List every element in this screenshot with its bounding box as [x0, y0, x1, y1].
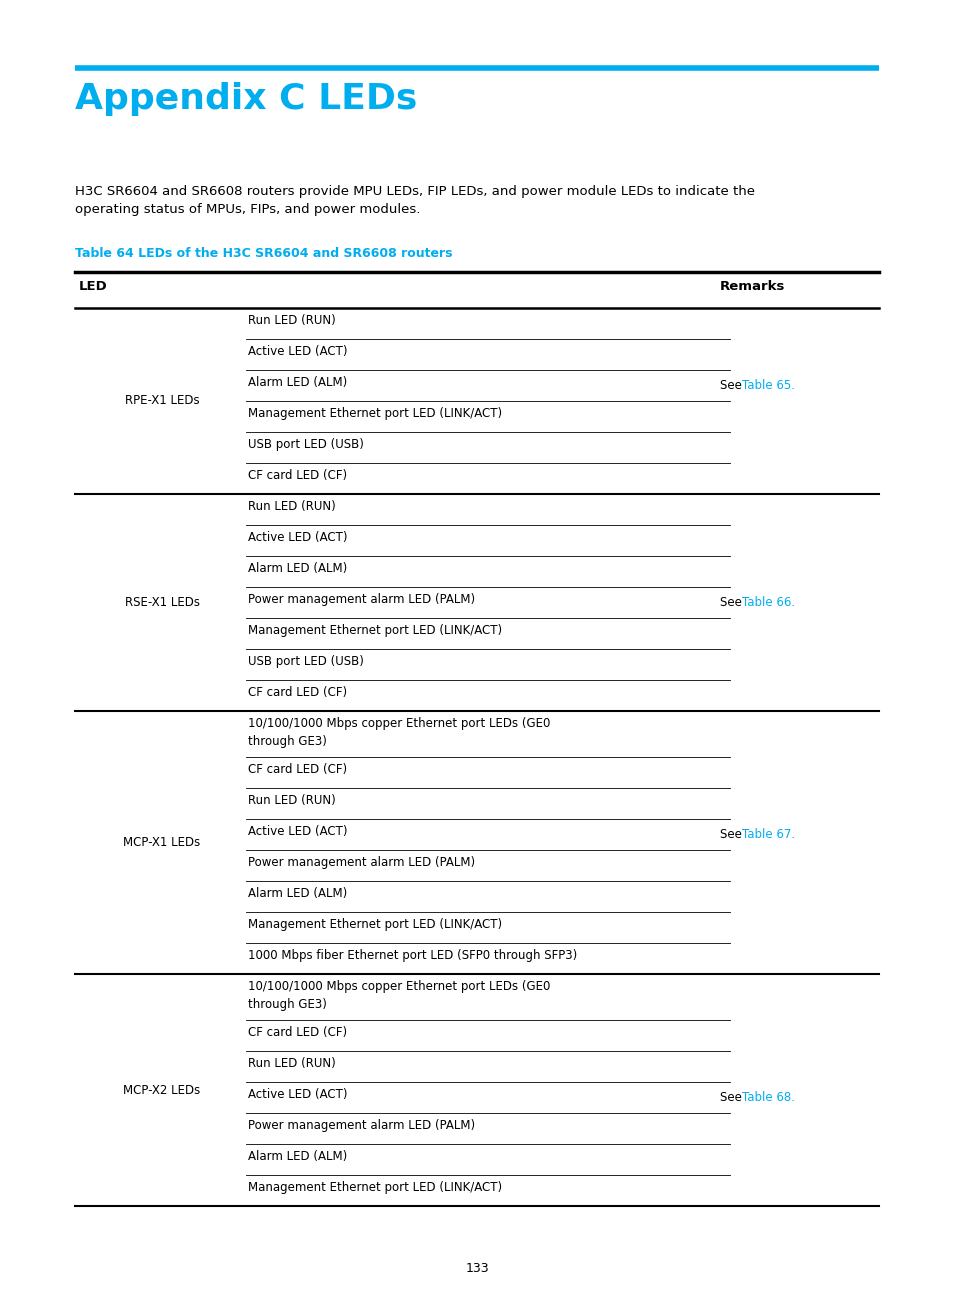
Text: Active LED (ACT): Active LED (ACT) — [248, 531, 347, 544]
Text: See: See — [720, 378, 745, 391]
Text: Management Ethernet port LED (LINK/ACT): Management Ethernet port LED (LINK/ACT) — [248, 623, 501, 638]
Text: Management Ethernet port LED (LINK/ACT): Management Ethernet port LED (LINK/ACT) — [248, 407, 501, 420]
Text: Table 67.: Table 67. — [741, 828, 794, 841]
Text: RPE-X1 LEDs: RPE-X1 LEDs — [125, 394, 200, 407]
Text: MCP-X2 LEDs: MCP-X2 LEDs — [123, 1083, 200, 1096]
Text: Remarks: Remarks — [720, 280, 784, 293]
Text: CF card LED (CF): CF card LED (CF) — [248, 1026, 347, 1039]
Text: H3C SR6604 and SR6608 routers provide MPU LEDs, FIP LEDs, and power module LEDs : H3C SR6604 and SR6608 routers provide MP… — [75, 185, 754, 198]
Text: Active LED (ACT): Active LED (ACT) — [248, 1089, 347, 1102]
Text: Alarm LED (ALM): Alarm LED (ALM) — [248, 886, 347, 899]
Text: Management Ethernet port LED (LINK/ACT): Management Ethernet port LED (LINK/ACT) — [248, 1181, 501, 1194]
Text: CF card LED (CF): CF card LED (CF) — [248, 469, 347, 482]
Text: MCP-X1 LEDs: MCP-X1 LEDs — [123, 836, 200, 849]
Text: Active LED (ACT): Active LED (ACT) — [248, 826, 347, 839]
Text: Table 64 LEDs of the H3C SR6604 and SR6608 routers: Table 64 LEDs of the H3C SR6604 and SR66… — [75, 248, 452, 260]
Text: Run LED (RUN): Run LED (RUN) — [248, 1058, 335, 1070]
Text: Active LED (ACT): Active LED (ACT) — [248, 345, 347, 358]
Text: See: See — [720, 1091, 745, 1104]
Text: CF card LED (CF): CF card LED (CF) — [248, 686, 347, 699]
Text: Table 68.: Table 68. — [741, 1091, 794, 1104]
Text: LED: LED — [79, 280, 108, 293]
Text: Power management alarm LED (PALM): Power management alarm LED (PALM) — [248, 1118, 475, 1131]
Text: Management Ethernet port LED (LINK/ACT): Management Ethernet port LED (LINK/ACT) — [248, 918, 501, 931]
Text: CF card LED (CF): CF card LED (CF) — [248, 763, 347, 776]
Text: Run LED (RUN): Run LED (RUN) — [248, 500, 335, 513]
Text: Power management alarm LED (PALM): Power management alarm LED (PALM) — [248, 855, 475, 870]
Text: See: See — [720, 828, 745, 841]
Text: 1000 Mbps fiber Ethernet port LED (SFP0 through SFP3): 1000 Mbps fiber Ethernet port LED (SFP0 … — [248, 949, 577, 962]
Text: 10/100/1000 Mbps copper Ethernet port LEDs (GE0
through GE3): 10/100/1000 Mbps copper Ethernet port LE… — [248, 980, 550, 1011]
Text: Appendix C LEDs: Appendix C LEDs — [75, 82, 417, 117]
Text: operating status of MPUs, FIPs, and power modules.: operating status of MPUs, FIPs, and powe… — [75, 203, 420, 216]
Text: RSE-X1 LEDs: RSE-X1 LEDs — [125, 596, 200, 609]
Text: Run LED (RUN): Run LED (RUN) — [248, 794, 335, 807]
Text: 133: 133 — [465, 1262, 488, 1275]
Text: Alarm LED (ALM): Alarm LED (ALM) — [248, 562, 347, 575]
Text: USB port LED (USB): USB port LED (USB) — [248, 438, 363, 451]
Text: See: See — [720, 596, 745, 609]
Text: 10/100/1000 Mbps copper Ethernet port LEDs (GE0
through GE3): 10/100/1000 Mbps copper Ethernet port LE… — [248, 717, 550, 748]
Text: Alarm LED (ALM): Alarm LED (ALM) — [248, 1150, 347, 1163]
Text: USB port LED (USB): USB port LED (USB) — [248, 654, 363, 667]
Text: Table 65.: Table 65. — [741, 378, 794, 391]
Text: Run LED (RUN): Run LED (RUN) — [248, 314, 335, 327]
Text: Alarm LED (ALM): Alarm LED (ALM) — [248, 376, 347, 389]
Text: Power management alarm LED (PALM): Power management alarm LED (PALM) — [248, 594, 475, 607]
Text: Table 66.: Table 66. — [741, 596, 794, 609]
